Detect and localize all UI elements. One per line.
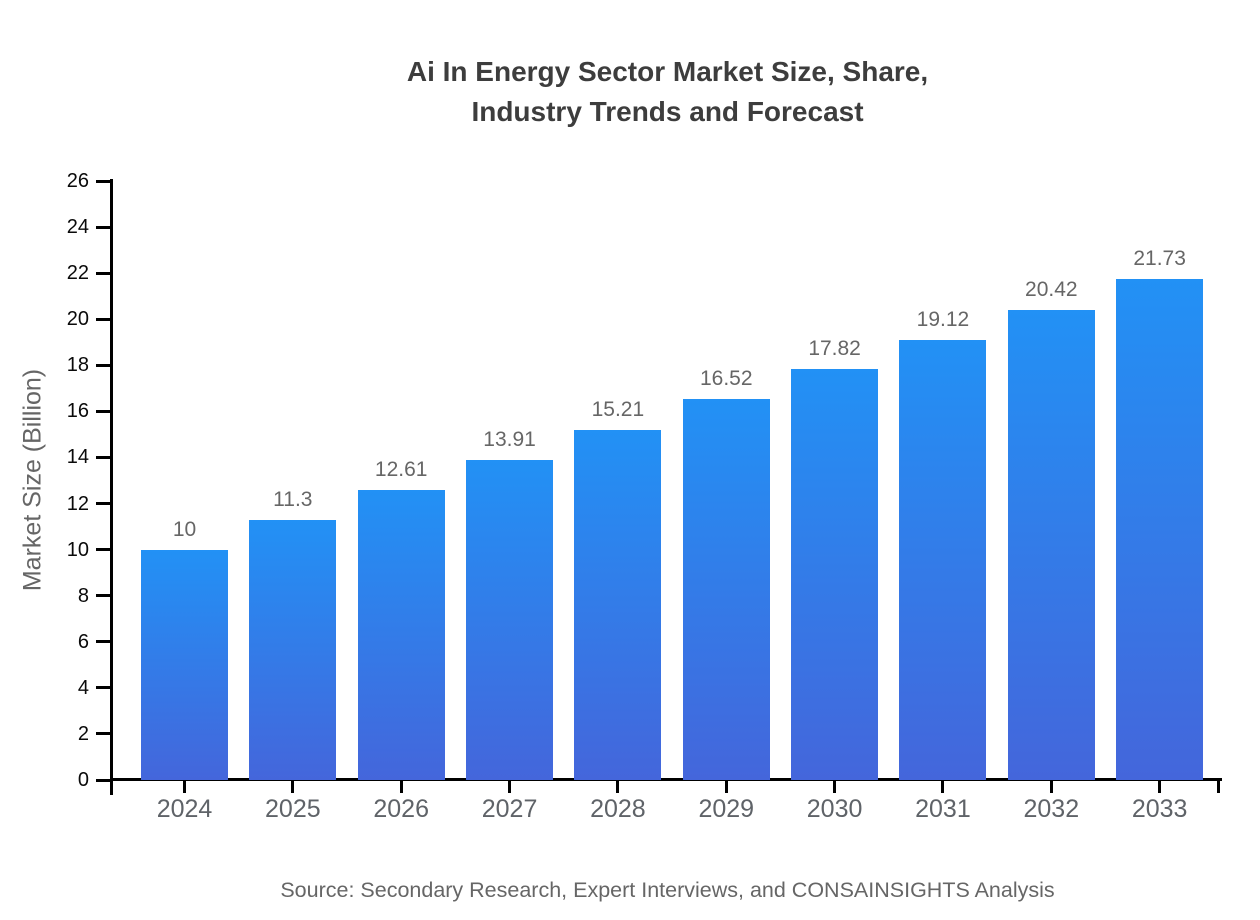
- x-axis-tick-label: 2031: [915, 795, 971, 823]
- y-axis-tick: [96, 686, 110, 690]
- bar: [141, 549, 228, 780]
- y-axis-tick-label: 16: [66, 400, 89, 423]
- chart-title: Ai In Energy Sector Market Size, Share, …: [113, 52, 1222, 132]
- y-axis-tick-label: 4: [77, 676, 89, 699]
- x-axis-tick: [508, 780, 512, 793]
- bar: [466, 459, 554, 780]
- y-axis-tick: [96, 640, 110, 644]
- x-axis-tick-label: 2033: [1131, 795, 1188, 823]
- x-axis-tick-label: 2028: [590, 795, 646, 823]
- bar-value-label: 12.61: [374, 457, 428, 481]
- bar-value-label: 19.12: [916, 307, 970, 331]
- y-axis-tick: [96, 778, 110, 782]
- y-axis-tick-label: 10: [66, 538, 89, 561]
- bar: [1007, 309, 1095, 780]
- bar: [791, 369, 879, 780]
- y-axis-tick: [96, 179, 110, 183]
- bar-value-label: 21.73: [1133, 247, 1186, 271]
- y-axis-tick-label: 18: [66, 354, 89, 377]
- y-axis-line: [110, 179, 113, 795]
- x-axis-end-tick: [1217, 780, 1220, 793]
- x-axis-tick: [833, 780, 837, 793]
- x-axis-tick: [1049, 780, 1053, 793]
- chart-title-line-2: Industry Trends and Forecast: [471, 96, 864, 127]
- x-axis-tick-label: 2027: [481, 795, 538, 823]
- y-axis-tick: [96, 317, 110, 321]
- x-axis-tick: [724, 780, 728, 793]
- y-axis-tick-label: 8: [77, 584, 89, 607]
- y-axis-tick: [96, 271, 110, 275]
- x-axis-tick-label: 2026: [373, 795, 429, 823]
- y-axis-tick: [96, 732, 110, 736]
- y-axis-tick-label: 26: [66, 170, 89, 192]
- y-axis-tick-label: 20: [66, 308, 89, 331]
- bar-value-label: 16.52: [699, 367, 753, 391]
- y-axis-tick: [96, 502, 110, 506]
- x-axis-tick: [291, 780, 295, 793]
- chart-title-line-1: Ai In Energy Sector Market Size, Share,: [406, 56, 929, 87]
- x-axis-tick: [399, 780, 403, 793]
- x-axis-tick-label: 2029: [698, 795, 755, 823]
- bar-value-label: 17.82: [808, 337, 861, 361]
- plot-area: 0 2 4 6 8 10 12 14 16 18 20 22 24 26 10 2024 11.3 2025 12.…: [67, 170, 1222, 823]
- x-axis-tick-label: 2032: [1023, 795, 1080, 823]
- y-axis-tick: [96, 548, 110, 552]
- y-axis-tick-label: 12: [66, 492, 89, 515]
- bar-value-label: 10: [172, 517, 197, 541]
- bar: [682, 399, 770, 780]
- y-axis-tick: [96, 594, 110, 598]
- x-axis-tick: [616, 780, 620, 793]
- bar: [249, 519, 337, 780]
- bar-value-label: 13.91: [483, 427, 536, 451]
- x-axis-tick: [183, 780, 186, 793]
- x-axis-tick-label: 2024: [156, 795, 213, 823]
- bar: [899, 339, 987, 780]
- bar: [357, 489, 445, 780]
- x-axis-tick: [941, 780, 945, 793]
- y-axis-tick: [96, 363, 110, 367]
- bar: [1116, 279, 1204, 780]
- y-axis-tick-label: 14: [66, 446, 89, 469]
- y-axis-tick-label: 0: [77, 769, 89, 791]
- y-axis-tick: [96, 409, 110, 413]
- y-axis-tick: [96, 455, 110, 459]
- bar-value-label: 20.42: [1025, 277, 1078, 301]
- y-axis-tick: [96, 225, 110, 229]
- y-axis-tick-label: 22: [66, 262, 89, 285]
- x-axis-line: [110, 778, 1222, 781]
- x-axis-tick-label: 2030: [806, 795, 863, 823]
- bar-value-label: 11.3: [273, 487, 313, 511]
- bar-value-label: 15.21: [591, 397, 645, 421]
- x-axis-tick-label: 2025: [265, 795, 321, 823]
- y-axis-tick-label: 24: [66, 216, 89, 239]
- bar: [574, 429, 662, 780]
- y-axis-tick-label: 2: [77, 722, 89, 745]
- x-axis-tick: [1158, 780, 1162, 793]
- y-axis-tick-label: 6: [77, 630, 89, 653]
- source-note: Source: Secondary Research, Expert Inter…: [280, 878, 1055, 902]
